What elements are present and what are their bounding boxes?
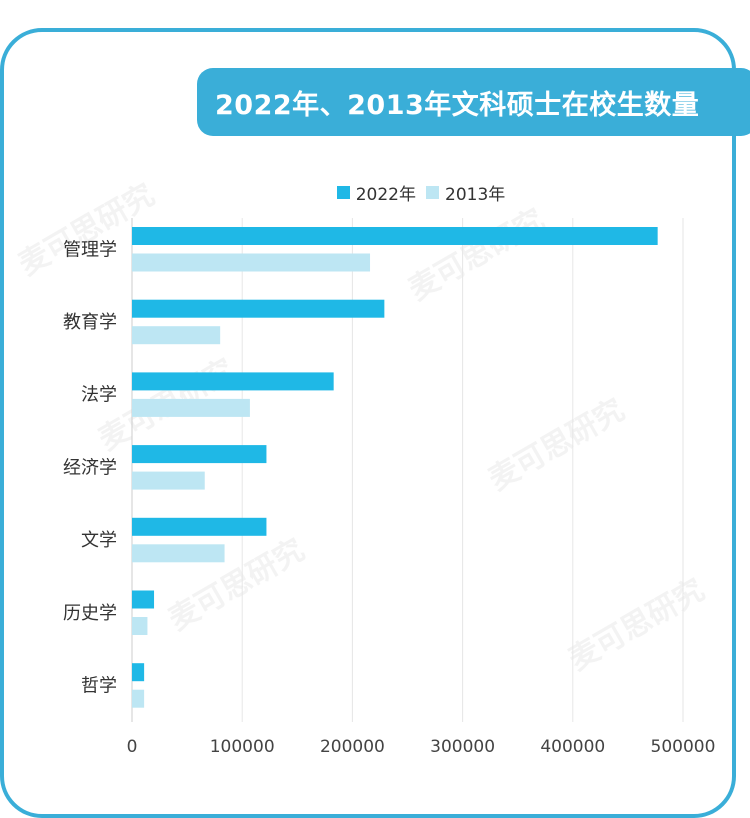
bar-2013: [132, 544, 225, 563]
category-label: 教育学: [63, 312, 117, 333]
legend-swatch-2013: [426, 185, 439, 199]
x-tick-label: 300000: [430, 737, 495, 757]
x-tick-label: 500000: [651, 737, 716, 757]
category-label: 文学: [81, 530, 117, 551]
category-label: 哲学: [81, 675, 117, 696]
bar-2022: [132, 445, 267, 464]
chart-card: [0, 28, 736, 818]
category-label: 经济学: [63, 457, 117, 478]
bar-2022: [132, 517, 267, 536]
bar-2013: [132, 326, 221, 345]
bar-2022: [132, 590, 155, 609]
legend-label-2013: 2013年: [445, 184, 506, 205]
category-label: 管理学: [63, 239, 117, 260]
legend-item-2022: 2022年: [336, 180, 416, 205]
x-tick-label: 400000: [540, 737, 605, 757]
bar-2013: [132, 689, 145, 708]
x-tick-label: 0: [127, 737, 138, 757]
bar-2013: [132, 617, 148, 635]
bar-2022: [132, 372, 334, 391]
bar-2013: [132, 398, 250, 417]
legend-item-2013: 2013年: [426, 180, 505, 205]
bar-2022: [132, 663, 145, 682]
category-label: 法学: [81, 385, 117, 406]
x-tick-label: 200000: [320, 737, 385, 757]
category-label: 历史学: [63, 603, 117, 624]
chart-title: 2022年、2013年文科硕士在校生数量: [215, 89, 700, 121]
bar-2013: [132, 471, 205, 490]
bar-2022: [132, 299, 385, 318]
legend-label-2022: 2022年: [355, 184, 416, 205]
x-tick-label: 100000: [210, 737, 275, 757]
bar-2022: [132, 227, 658, 245]
legend: 2022年 2013年: [0, 179, 750, 205]
bar-chart: 0 100000 200000 300000 400000 500000 管理学教育学法学经…: [63, 218, 716, 757]
title-banner: 2022年、2013年文科硕士在校生数量: [197, 68, 750, 136]
bar-2013: [132, 253, 371, 272]
legend-swatch-2022: [336, 185, 350, 199]
